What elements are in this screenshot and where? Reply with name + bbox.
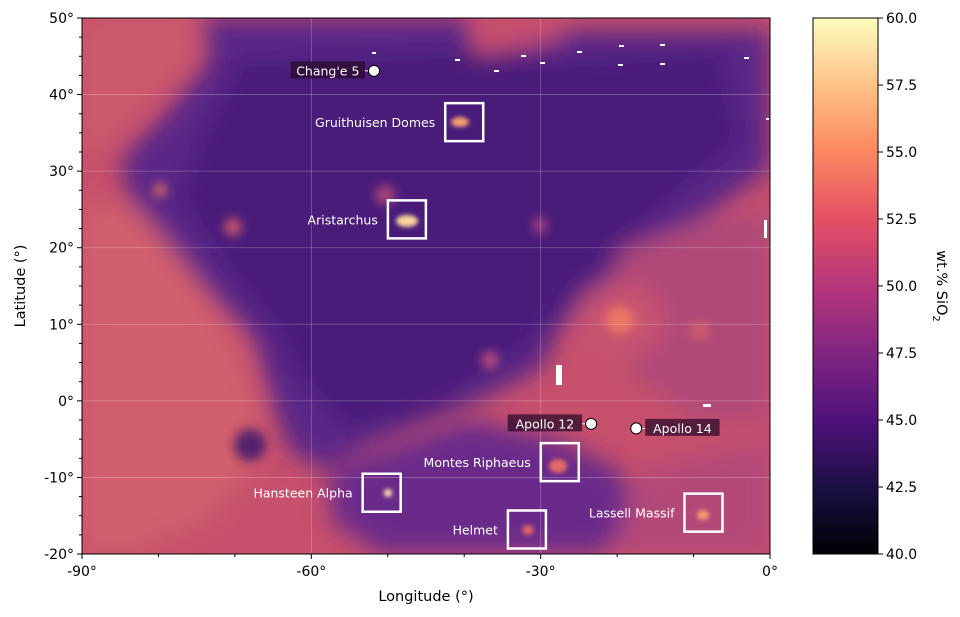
colorbar-label-main: wt.% SiO xyxy=(933,250,949,315)
region-box xyxy=(361,472,402,513)
region-lassell-massif: Lassell Massif xyxy=(589,492,724,533)
colorbar-tick-label: 45.0 xyxy=(886,413,917,429)
colorbar-ticks: 40.0 42.5 45.0 47.5 50.0 52.5 55.0 57.5 60.0 xyxy=(878,11,917,563)
colorbar-tick-label: 55.0 xyxy=(886,145,917,161)
region-box xyxy=(539,441,581,483)
x-tick-label: -60° xyxy=(296,564,326,580)
colorbar-gradient xyxy=(812,17,879,555)
region-box xyxy=(683,492,724,533)
region-label: Aristarchus xyxy=(308,212,378,227)
region-annotations: Gruithuisen Domes Aristarchus Montes Ripha… xyxy=(253,101,724,550)
region-box xyxy=(443,101,485,143)
map-grid xyxy=(82,18,770,554)
landing-site-apollo-14: Apollo 14 xyxy=(630,418,720,436)
landing-site-marker xyxy=(368,64,381,77)
colorbar: 40.0 42.5 45.0 47.5 50.0 52.5 55.0 57.5 60.0 wt.… xyxy=(812,11,949,563)
region-label: Helmet xyxy=(453,522,498,537)
colorbar-tick-label: 42.5 xyxy=(886,480,917,496)
landing-site-label: Apollo 14 xyxy=(653,421,712,436)
landing-site-chang-e-5: Chang'e 5 xyxy=(290,61,381,79)
y-tick-label: 20° xyxy=(49,241,74,257)
landing-site-label: Chang'e 5 xyxy=(296,63,359,78)
colorbar-tick-label: 40.0 xyxy=(886,547,917,563)
region-hansteen-alpha: Hansteen Alpha xyxy=(253,472,402,513)
latitude-axis: 50° 40° 30° 20° 10° 0° -10° -20° xyxy=(44,11,82,563)
region-label: Gruithuisen Domes xyxy=(315,115,435,130)
longitude-axis: -90° -60° -30° 0° xyxy=(67,554,778,580)
x-tick-label: -90° xyxy=(67,564,97,580)
landing-site-marker xyxy=(630,422,643,435)
landing-site-label-box xyxy=(290,61,366,79)
y-tick-label: -10° xyxy=(44,470,74,486)
region-aristarchus: Aristarchus xyxy=(308,199,428,240)
region-gruithuisen-domes: Gruithuisen Domes xyxy=(315,101,485,143)
landing-site-label-box xyxy=(507,414,583,432)
landing-site-marker xyxy=(585,417,598,430)
x-tick-label: -30° xyxy=(526,564,556,580)
region-helmet: Helmet xyxy=(453,509,548,550)
silica-map-raster xyxy=(82,18,770,554)
colorbar-tick-label: 52.5 xyxy=(886,212,917,228)
y-tick-label: -20° xyxy=(44,547,74,563)
y-tick-label: 40° xyxy=(49,88,74,104)
colorbar-tick-label: 50.0 xyxy=(886,279,917,295)
colorbar-label: wt.% SiO2 xyxy=(930,250,949,322)
x-axis-label: Longitude (°) xyxy=(378,589,473,605)
landing-site-apollo-12: Apollo 12 xyxy=(507,414,598,432)
region-label: Montes Riphaeus xyxy=(424,455,531,470)
colorbar-label-subscript: 2 xyxy=(930,315,941,321)
colorbar-tick-label: 60.0 xyxy=(886,11,917,27)
region-box xyxy=(386,199,428,240)
region-box xyxy=(506,509,548,550)
landing-site-label-box xyxy=(645,418,720,436)
y-tick-label: 0° xyxy=(58,394,74,410)
landing-site-label: Apollo 12 xyxy=(516,416,575,431)
y-tick-label: 30° xyxy=(49,164,74,180)
landing-site-annotations: Chang'e 5 Apollo 12 Apollo 14 xyxy=(290,61,720,436)
region-montes-riphaeus: Montes Riphaeus xyxy=(424,441,581,483)
y-axis-label: Latitude (°) xyxy=(13,245,29,328)
region-label: Hansteen Alpha xyxy=(253,486,352,501)
x-tick-label: 0° xyxy=(762,564,778,580)
region-label: Lassell Massif xyxy=(589,506,675,521)
y-tick-label: 10° xyxy=(49,317,74,333)
colorbar-tick-label: 47.5 xyxy=(886,346,917,362)
colorbar-tick-label: 57.5 xyxy=(886,78,917,94)
y-tick-label: 50° xyxy=(49,11,74,27)
